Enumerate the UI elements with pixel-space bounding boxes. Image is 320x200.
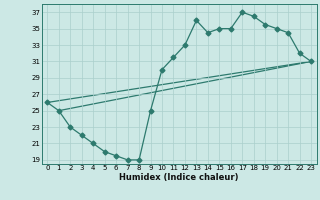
X-axis label: Humidex (Indice chaleur): Humidex (Indice chaleur) (119, 173, 239, 182)
